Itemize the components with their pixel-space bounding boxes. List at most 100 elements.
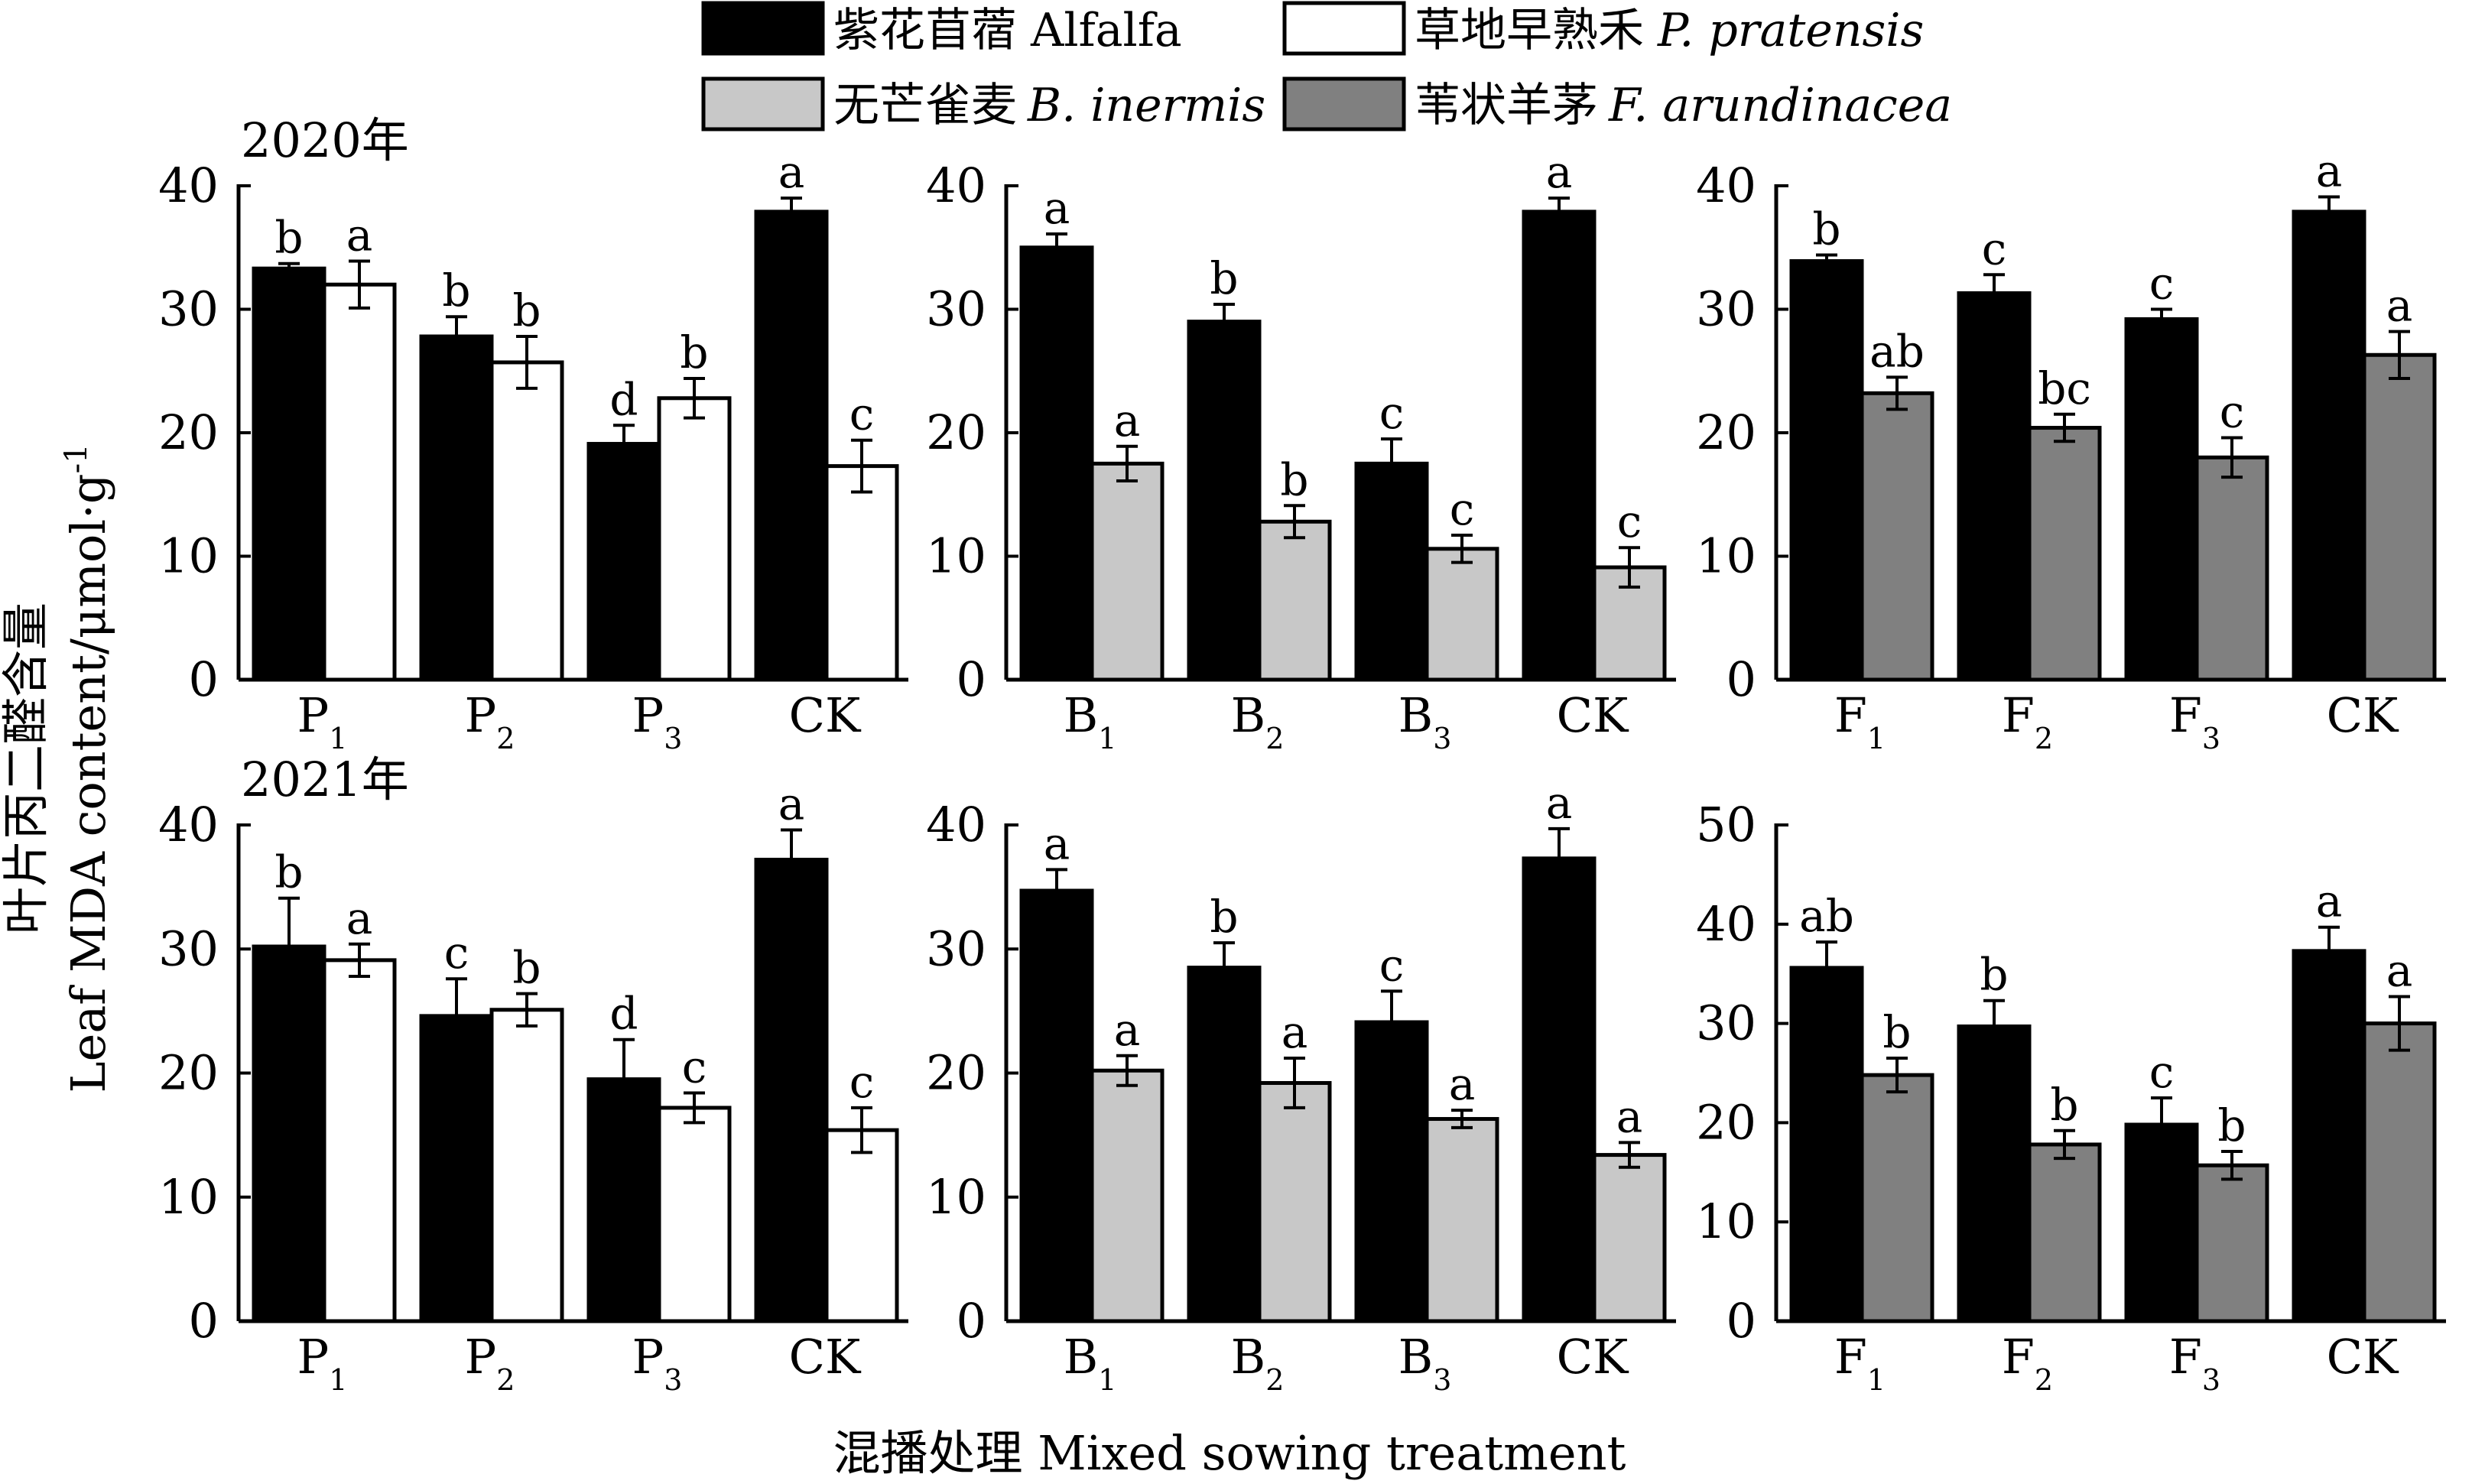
bar [489, 1008, 564, 1323]
significance-letter: ab [1799, 890, 1854, 942]
significance-letter: a [1449, 1058, 1476, 1110]
bar [586, 442, 661, 682]
significance-letter: bc [2038, 362, 2091, 414]
legend: 紫花苜蓿 Alfalfa 草地早熟禾 P. pratensis 无芒雀麦 B. ine… [701, 1, 1952, 132]
bar [754, 209, 829, 682]
y-tick-label: 0 [1727, 651, 1756, 707]
legend-item-f-arundinacea: 苇状羊茅 F. arundinacea [1282, 76, 1952, 132]
bar [1187, 966, 1262, 1323]
y-tick-label: 20 [926, 404, 986, 460]
significance-letter: b [1882, 1006, 1911, 1058]
significance-letter: c [1982, 222, 2006, 274]
significance-letter: ab [1869, 325, 1925, 377]
significance-letter: c [682, 1041, 707, 1093]
significance-letter: c [2220, 385, 2244, 437]
significance-letter: b [442, 265, 470, 317]
year-label: 2021年 [241, 752, 409, 807]
bar [322, 958, 397, 1323]
y-tick-label: 10 [158, 528, 219, 584]
bar [2362, 1021, 2437, 1323]
x-tick-label: B3 [1398, 1329, 1452, 1397]
bar [419, 1014, 494, 1323]
panel-2021-b-inermis: a a B1 b a B2 c a B3 a a CK 0 10 20 30 40 [926, 777, 1676, 1397]
x-tick-label: P2 [465, 1329, 515, 1397]
x-tick-label: B2 [1231, 687, 1285, 755]
x-tick-label: F3 [2169, 687, 2220, 755]
y-axis-title-en: Leaf MDA content/μmol·g-1 [59, 443, 116, 1093]
y-tick-label: 40 [1696, 157, 1756, 213]
significance-letter: b [274, 212, 303, 264]
x-tick-label: P1 [297, 1329, 348, 1397]
significance-letter: c [1617, 495, 1642, 547]
legend-swatch-f-arundinacea [1282, 76, 1406, 132]
significance-letter: c [444, 927, 469, 979]
significance-letter: b [1812, 203, 1840, 255]
bar [1090, 1068, 1165, 1323]
x-tick-label: F1 [1834, 1329, 1886, 1397]
significance-letter: a [1616, 1090, 1643, 1142]
significance-letter: c [1379, 939, 1404, 991]
x-tick-label: B3 [1398, 687, 1452, 755]
bar [1354, 1020, 1429, 1323]
y-tick-label: 20 [926, 1045, 986, 1101]
y-tick-label: 40 [158, 157, 219, 213]
y-tick-label: 30 [926, 281, 986, 337]
significance-letter: b [1210, 891, 1238, 943]
legend-label-f-arundinacea-cn: 苇状羊茅 [1415, 79, 1598, 132]
significance-letter: a [1044, 182, 1070, 234]
y-tick-label: 0 [957, 1293, 986, 1349]
y-tick-label: 10 [1696, 1193, 1756, 1249]
significance-letter: a [778, 146, 805, 198]
bar [754, 857, 829, 1323]
significance-letter: b [1980, 949, 2008, 1001]
significance-letter: a [1044, 817, 1070, 869]
bar [1789, 259, 1864, 682]
x-tick-label: CK [2327, 1329, 2399, 1385]
bar [252, 944, 326, 1323]
significance-letter: b [274, 846, 303, 898]
bar [1957, 1024, 2032, 1323]
y-tick-label: 20 [1696, 404, 1756, 460]
bar [1424, 1117, 1499, 1323]
significance-letter: b [512, 284, 541, 336]
bar [322, 282, 397, 682]
significance-letter: a [1114, 1004, 1141, 1056]
year-label: 2020年 [241, 112, 409, 168]
bar [824, 1128, 899, 1323]
legend-label-p-pratensis-cn: 草地早熟禾 [1415, 4, 1644, 57]
bar [1789, 966, 1864, 1323]
significance-letter: a [1546, 146, 1573, 198]
bar [2027, 1142, 2102, 1323]
x-tick-label: CK [789, 1329, 862, 1385]
legend-item-b-inermis: 无芒雀麦 B. inermis [701, 76, 1265, 132]
y-tick-label: 0 [189, 651, 219, 707]
legend-item-p-pratensis: 草地早熟禾 P. pratensis [1282, 1, 1924, 57]
y-tick-label: 20 [158, 404, 219, 460]
y-tick-label: 50 [1696, 797, 1756, 852]
x-tick-label: P3 [632, 1329, 683, 1397]
significance-letter: c [2149, 258, 2174, 310]
bar [2027, 426, 2102, 682]
significance-letter: a [1546, 777, 1573, 829]
y-tick-label: 10 [1696, 528, 1756, 584]
y-tick-label: 10 [926, 528, 986, 584]
y-tick-label: 40 [158, 797, 219, 852]
bar [1187, 320, 1262, 682]
significance-letter: b [2217, 1099, 2246, 1151]
x-tick-label: B2 [1231, 1329, 1285, 1397]
significance-letter: b [512, 942, 541, 994]
y-tick-label: 20 [158, 1045, 219, 1101]
y-tick-label: 30 [158, 921, 219, 976]
bar [2194, 455, 2269, 682]
significance-letter: b [1210, 252, 1238, 304]
legend-label-p-pratensis-en: P. pratensis [1657, 4, 1924, 57]
y-tick-label: 10 [158, 1169, 219, 1225]
bar [1522, 856, 1597, 1323]
y-axis-title-cn: 叶片丙二醛含量 [0, 602, 54, 934]
x-tick-label: CK [2327, 687, 2399, 743]
y-axis-title: 叶片丙二醛含量 Leaf MDA content/μmol·g-1 [0, 443, 116, 1093]
x-tick-label: F2 [2002, 1329, 2053, 1397]
